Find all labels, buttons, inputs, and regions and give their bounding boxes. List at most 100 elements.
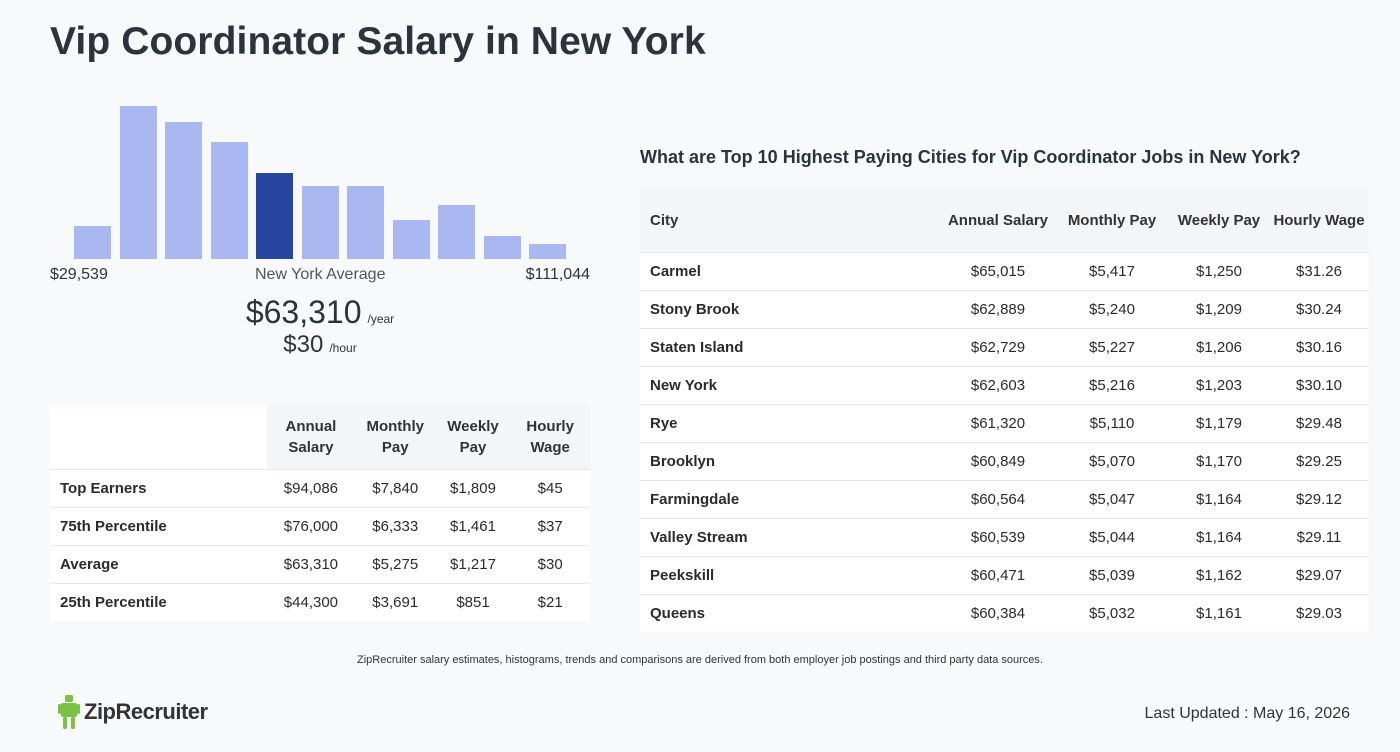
histogram-bar: [483, 236, 521, 259]
table-row: Peekskill $60,471 $5,039 $1,162 $29.07: [640, 556, 1369, 595]
histogram-bar: [301, 186, 339, 259]
average-yearly-value: $63,310: [245, 294, 362, 330]
city-weekly: $1,164: [1169, 480, 1269, 519]
cities-header-hourly: Hourly Wage: [1269, 188, 1369, 253]
city-name: Peekskill: [640, 556, 941, 595]
percentile-hourly: $45: [510, 469, 590, 508]
city-hourly: $29.12: [1269, 480, 1369, 519]
table-row: Staten Island $62,729 $5,227 $1,206 $30.16: [640, 328, 1369, 367]
histogram-bar: [256, 173, 293, 259]
city-monthly: $5,216: [1055, 366, 1169, 405]
percentile-header-monthly: Monthly Pay: [354, 405, 436, 470]
ziprecruiter-logo[interactable]: ZipRecruiter: [58, 695, 208, 729]
city-weekly: $1,203: [1169, 366, 1269, 405]
percentile-row-label: 75th Percentile: [50, 507, 267, 546]
average-hourly-unit: /hour: [329, 341, 357, 355]
percentile-row-label: Average: [50, 545, 267, 584]
percentile-hourly: $30: [510, 545, 590, 584]
percentile-weekly: $1,461: [435, 507, 511, 546]
ziprecruiter-mascot-icon: [58, 695, 80, 729]
city-hourly: $29.48: [1269, 404, 1369, 443]
city-monthly: $5,070: [1055, 442, 1169, 481]
city-annual: $60,564: [941, 480, 1055, 519]
city-name: Valley Stream: [640, 518, 941, 557]
percentile-annual: $76,000: [267, 507, 355, 546]
average-hourly-value: $30: [283, 331, 324, 358]
page-title: Vip Coordinator Salary in New York: [50, 20, 706, 63]
percentile-header-hourly: Hourly Wage: [510, 405, 590, 470]
percentile-row-label: Top Earners: [50, 469, 267, 508]
city-hourly: $30.10: [1269, 366, 1369, 405]
percentile-annual: $94,086: [267, 469, 355, 508]
average-yearly: $63,310/year: [0, 294, 640, 331]
histogram-bar: [347, 186, 384, 259]
cities-header-annual: Annual Salary: [941, 188, 1055, 253]
table-row: 75th Percentile $76,000 $6,333 $1,461 $37: [50, 507, 590, 546]
table-row: 25th Percentile $44,300 $3,691 $851 $21: [50, 583, 590, 621]
city-hourly: $29.11: [1269, 518, 1369, 557]
logo-text: ZipRecruiter: [84, 699, 208, 724]
histogram-bar: [74, 226, 111, 259]
percentile-table: Annual Salary Monthly Pay Weekly Pay Hou…: [50, 405, 590, 621]
percentile-weekly: $1,217: [435, 545, 511, 584]
salary-histogram: [74, 106, 570, 259]
histogram-min-label: $29,539: [50, 266, 108, 283]
histogram-bar: [392, 220, 430, 259]
table-row: Queens $60,384 $5,032 $1,161 $29.03: [640, 594, 1369, 632]
histogram-max-label: $111,044: [525, 266, 590, 283]
city-name: Rye: [640, 404, 941, 443]
table-row: New York $62,603 $5,216 $1,203 $30.10: [640, 366, 1369, 405]
city-monthly: $5,039: [1055, 556, 1169, 595]
city-annual: $62,603: [941, 366, 1055, 405]
table-row: Top Earners $94,086 $7,840 $1,809 $45: [50, 469, 590, 508]
city-weekly: $1,162: [1169, 556, 1269, 595]
percentile-header-row: Annual Salary Monthly Pay Weekly Pay Hou…: [50, 405, 590, 470]
histogram-bar: [165, 122, 202, 259]
city-weekly: $1,161: [1169, 594, 1269, 632]
city-name: Staten Island: [640, 328, 941, 367]
city-hourly: $30.16: [1269, 328, 1369, 367]
city-annual: $60,471: [941, 556, 1055, 595]
city-annual: $60,849: [941, 442, 1055, 481]
city-weekly: $1,179: [1169, 404, 1269, 443]
cities-header-monthly: Monthly Pay: [1055, 188, 1169, 253]
average-hourly: $30/hour: [0, 331, 640, 359]
last-updated: Last Updated : May 16, 2026: [1144, 705, 1350, 722]
city-name: New York: [640, 366, 941, 405]
city-monthly: $5,227: [1055, 328, 1169, 367]
city-hourly: $29.07: [1269, 556, 1369, 595]
city-weekly: $1,209: [1169, 290, 1269, 329]
city-hourly: $29.25: [1269, 442, 1369, 481]
percentile-header-annual: Annual Salary: [267, 405, 355, 470]
city-annual: $65,015: [941, 252, 1055, 291]
city-monthly: $5,240: [1055, 290, 1169, 329]
table-row: Rye $61,320 $5,110 $1,179 $29.48: [640, 404, 1369, 443]
city-monthly: $5,047: [1055, 480, 1169, 519]
city-weekly: $1,206: [1169, 328, 1269, 367]
disclaimer: ZipRecruiter salary estimates, histogram…: [357, 654, 1043, 666]
city-monthly: $5,417: [1055, 252, 1169, 291]
percentile-weekly: $851: [435, 583, 511, 621]
table-row: Brooklyn $60,849 $5,070 $1,170 $29.25: [640, 442, 1369, 481]
table-row: Average $63,310 $5,275 $1,217 $30: [50, 545, 590, 584]
percentile-annual: $44,300: [267, 583, 355, 621]
histogram-average-label: New York Average: [255, 266, 386, 283]
percentile-hourly: $21: [510, 583, 590, 621]
percentile-hourly: $37: [510, 507, 590, 546]
city-monthly: $5,032: [1055, 594, 1169, 632]
percentile-monthly: $6,333: [354, 507, 436, 546]
histogram-bar: [529, 244, 566, 259]
city-weekly: $1,250: [1169, 252, 1269, 291]
histogram-bar: [119, 106, 157, 259]
city-name: Brooklyn: [640, 442, 941, 481]
average-yearly-unit: /year: [367, 312, 395, 326]
percentile-header-weekly: Weekly Pay: [435, 405, 511, 470]
table-row: Carmel $65,015 $5,417 $1,250 $31.26: [640, 252, 1369, 291]
cities-table: City Annual Salary Monthly Pay Weekly Pa…: [640, 188, 1369, 632]
percentile-weekly: $1,809: [435, 469, 511, 508]
city-name: Farmingdale: [640, 480, 941, 519]
percentile-row-label: 25th Percentile: [50, 583, 267, 621]
city-hourly: $29.03: [1269, 594, 1369, 632]
percentile-annual: $63,310: [267, 545, 355, 584]
table-row: Stony Brook $62,889 $5,240 $1,209 $30.24: [640, 290, 1369, 329]
